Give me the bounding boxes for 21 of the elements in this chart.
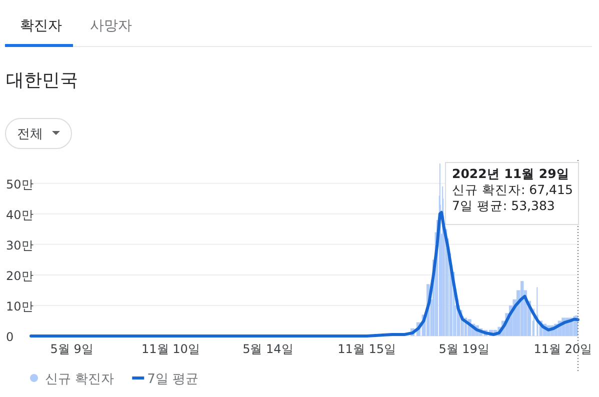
text: 전체 [17, 127, 43, 142]
x-tick-label: 5월 19일 [438, 342, 490, 356]
x-tick-label: 11월 20일 [534, 342, 592, 356]
text: 사망자 [90, 18, 132, 34]
chart-title: 대한민국 [6, 70, 78, 91]
x-tick-label: 11월 15일 [338, 342, 396, 356]
x-tick-label: 5월 9일 [50, 342, 94, 356]
y-tick-label: 30만 [6, 238, 34, 252]
legend-label: 7일 평균 [147, 372, 199, 387]
annotation: 신규 확진자: 67,415 [452, 182, 573, 197]
x-tick-label: 5월 14일 [242, 342, 294, 356]
y-tick-label: 50만 [6, 177, 34, 192]
x-tick-label: 11월 10일 [142, 342, 200, 356]
annotation: 7일 평균: 53,383 [452, 198, 555, 213]
y-tick-label: 0 [6, 330, 14, 344]
y-tick-label: 10만 [6, 299, 34, 314]
annotation: 2022년 11월 29일 [452, 166, 570, 181]
y-tick-label: 20만 [6, 268, 34, 283]
text: 확진자 [20, 18, 62, 34]
legend-label: 신규 확진자 [45, 372, 114, 387]
y-tick-label: 40만 [6, 208, 34, 222]
